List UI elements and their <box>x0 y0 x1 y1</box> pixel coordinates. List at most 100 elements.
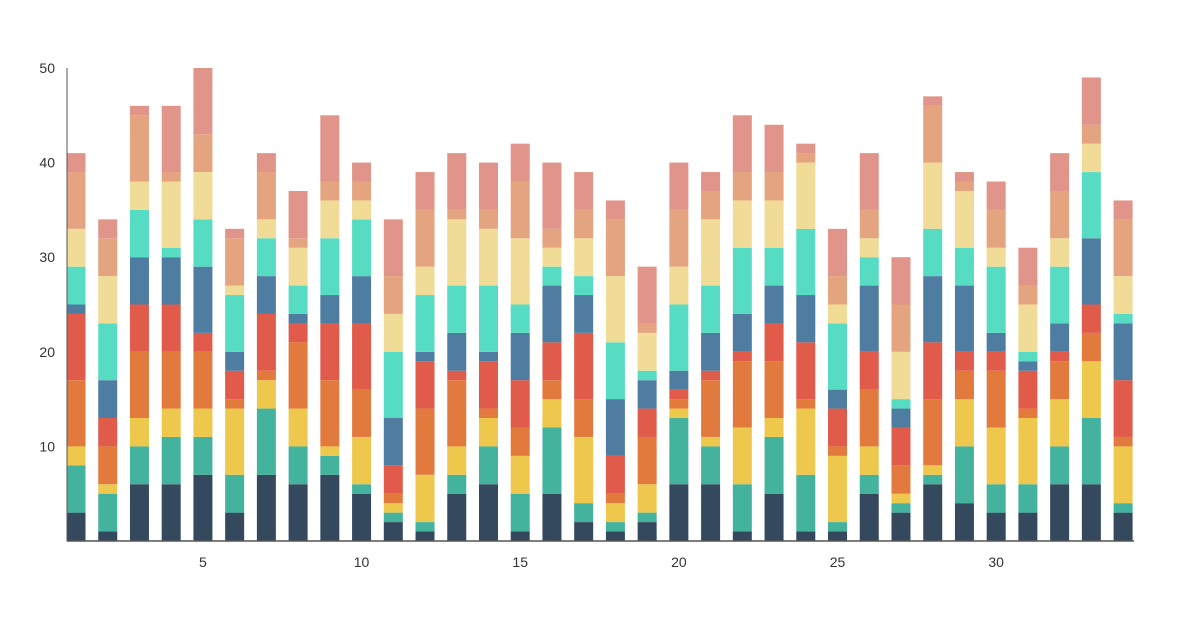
bar-segment-x12-series1 <box>415 531 435 541</box>
bar-segment-x1-series4 <box>66 380 86 447</box>
bar-segment-x33-series3 <box>1081 361 1101 419</box>
bar-segment-x31-series8 <box>1018 304 1038 352</box>
bar-segment-x21-series7 <box>701 285 721 333</box>
bar-segment-x30-series6 <box>986 332 1006 352</box>
bar-segment-x6-series6 <box>225 351 245 371</box>
bar-segment-x7-series10 <box>256 153 276 173</box>
bar-segment-x6-series3 <box>225 408 245 475</box>
y-tick-label: 50 <box>39 60 55 76</box>
bar-segment-x30-series1 <box>986 512 1006 541</box>
bar-segment-x10-series8 <box>352 200 372 220</box>
bar-segment-x14-series4 <box>478 408 498 419</box>
bar-segment-x20-series10 <box>669 162 689 210</box>
bar-segment-x31-series7 <box>1018 351 1038 362</box>
bar-segment-x21-series4 <box>701 380 721 437</box>
bar-segment-x31-series4 <box>1018 408 1038 419</box>
bar-segment-x27-series1 <box>891 512 911 541</box>
bar-segment-x5-series10 <box>193 68 213 135</box>
bar-segment-x2-series3 <box>98 484 118 494</box>
bar-segment-x34-series8 <box>1113 276 1133 314</box>
bar-segment-x30-series4 <box>986 370 1006 428</box>
bar-segment-x3-series4 <box>129 351 149 419</box>
bar-segment-x5-series2 <box>193 436 213 475</box>
bar-segment-x27-series2 <box>891 503 911 513</box>
bar-segment-x7-series8 <box>256 219 276 239</box>
bar-segment-x14-series2 <box>478 446 498 485</box>
bar-segment-x14-series3 <box>478 418 498 447</box>
bar-segment-x22-series7 <box>732 247 752 314</box>
bar-segment-x31-series2 <box>1018 484 1038 513</box>
bar-segment-x5-series1 <box>193 474 213 541</box>
bar-segment-x29-series9 <box>954 181 974 191</box>
bar-segment-x7-series4 <box>256 370 276 381</box>
bar-segment-x14-series1 <box>478 484 498 541</box>
bar-segment-x11-series7 <box>383 351 403 419</box>
bar-segment-x28-series5 <box>923 342 943 400</box>
bar-segment-x18-series5 <box>605 455 625 494</box>
bar-segment-x4-series5 <box>161 304 181 352</box>
bar-segment-x25-series2 <box>828 522 848 532</box>
bar-segment-x33-series1 <box>1081 484 1101 541</box>
bar-segment-x5-series7 <box>193 219 213 267</box>
y-tick-label: 40 <box>39 155 55 171</box>
bar-segment-x10-series6 <box>352 276 372 324</box>
bar-segment-x1-series2 <box>66 465 86 513</box>
bar-segment-x27-series9 <box>891 304 911 352</box>
bar-segment-x33-series6 <box>1081 238 1101 305</box>
bar-segment-x29-series5 <box>954 351 974 371</box>
bar-segment-x7-series7 <box>256 238 276 277</box>
bar-segment-x15-series8 <box>510 238 530 305</box>
bar-segment-x10-series2 <box>352 484 372 494</box>
bar-segment-x6-series5 <box>225 370 245 400</box>
bar-segment-x32-series1 <box>1050 484 1070 541</box>
bar-segment-x9-series3 <box>320 446 340 456</box>
bar-segment-x14-series10 <box>478 162 498 210</box>
bar-segment-x30-series10 <box>986 181 1006 210</box>
bar-segment-x16-series6 <box>542 285 562 343</box>
y-axis-ticks: 10 20 30 40 50 <box>39 60 55 454</box>
bar-segment-x16-series8 <box>542 247 562 267</box>
bar-segment-x34-series3 <box>1113 446 1133 504</box>
bar-segment-x12-series9 <box>415 209 435 267</box>
bar-segment-x22-series3 <box>732 427 752 485</box>
bar-segment-x28-series1 <box>923 484 943 541</box>
y-tick-label: 30 <box>39 249 55 265</box>
bar-segment-x5-series9 <box>193 134 213 173</box>
bar-segment-x24-series9 <box>796 153 816 163</box>
bar-segment-x2-series10 <box>98 219 118 239</box>
bar-segment-x4-series1 <box>161 484 181 541</box>
bar-segment-x21-series5 <box>701 370 721 381</box>
bar-segment-x3-series2 <box>129 446 149 485</box>
bar-segment-x4-series8 <box>161 181 181 248</box>
bar-segment-x16-series2 <box>542 427 562 494</box>
bar-segment-x17-series7 <box>574 276 594 296</box>
bar-segment-x11-series1 <box>383 522 403 541</box>
bar-segment-x7-series5 <box>256 313 276 371</box>
bar-segment-x15-series7 <box>510 304 530 333</box>
bar-segment-x24-series7 <box>796 228 816 296</box>
bar-segment-x13-series3 <box>447 446 467 475</box>
bar-segment-x32-series10 <box>1050 153 1070 191</box>
bar-segment-x24-series1 <box>796 531 816 541</box>
bar-segment-x7-series2 <box>256 408 276 475</box>
bar-segment-x34-series7 <box>1113 313 1133 324</box>
bar-segment-x5-series3 <box>193 408 213 437</box>
bar-segment-x22-series9 <box>732 172 752 201</box>
bar-segment-x9-series10 <box>320 115 340 182</box>
bar-segment-x33-series5 <box>1081 304 1101 333</box>
bar-segment-x19-series6 <box>637 380 657 409</box>
bar-segment-x19-series9 <box>637 323 657 333</box>
bar-segment-x27-series7 <box>891 399 911 409</box>
bar-segment-x24-series2 <box>796 474 816 532</box>
bar-segment-x21-series9 <box>701 190 721 220</box>
bar-segment-x10-series4 <box>352 389 372 437</box>
bar-segment-x18-series7 <box>605 342 625 400</box>
bar-segment-x2-series9 <box>98 238 118 277</box>
bar-segment-x1-series8 <box>66 228 86 267</box>
bar-segment-x15-series5 <box>510 380 530 428</box>
bar-segment-x31-series10 <box>1018 247 1038 286</box>
bar-segment-x13-series10 <box>447 153 467 210</box>
bars-group <box>66 68 1133 541</box>
bar-segment-x1-series3 <box>66 446 86 466</box>
x-tick-label: 10 <box>354 554 370 570</box>
